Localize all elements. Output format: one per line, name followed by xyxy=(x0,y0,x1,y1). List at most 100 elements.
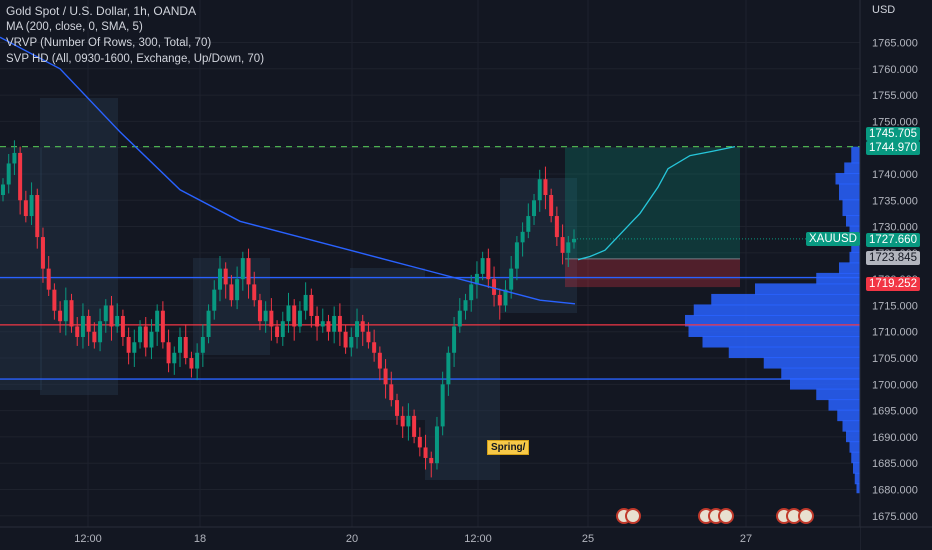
currency-label: USD xyxy=(872,4,896,16)
flag-icon[interactable] xyxy=(625,508,641,524)
volume-profile xyxy=(685,146,860,494)
price-tick-label: 1690.000 xyxy=(872,432,918,444)
candle-body xyxy=(189,358,194,369)
candle-body xyxy=(149,331,154,348)
stop-price-label: 1719.252 xyxy=(866,277,920,291)
candle-body xyxy=(217,268,222,290)
candle-body xyxy=(132,342,137,353)
candle-body xyxy=(86,315,91,332)
candle-body xyxy=(115,315,120,327)
candle-body xyxy=(160,310,165,343)
volume-profile-bar xyxy=(839,183,860,201)
symbol-title[interactable]: Gold Spot / U.S. Dollar, 1h, OANDA xyxy=(6,4,197,18)
volume-profile-bar xyxy=(849,251,860,264)
candle-body xyxy=(377,352,382,369)
candle-body xyxy=(309,294,314,316)
last-price-label: 1727.660 xyxy=(866,233,920,247)
volume-profile-bar xyxy=(853,462,860,474)
candle-body xyxy=(297,310,302,327)
candle-body xyxy=(349,336,354,348)
flag-icon[interactable] xyxy=(798,508,814,524)
candle-body xyxy=(6,163,11,185)
volume-profile-bar xyxy=(828,399,860,411)
volume-profile-bar xyxy=(728,346,860,359)
candle-body xyxy=(497,294,502,306)
indicator-ma[interactable]: MA (200, close, 0, SMA, 5) xyxy=(6,21,143,33)
candle-body xyxy=(394,400,399,416)
candle-body xyxy=(257,300,262,322)
volume-profile-bar xyxy=(851,451,860,464)
price-tick-label: 1705.000 xyxy=(872,353,918,365)
session-box xyxy=(350,268,425,420)
volume-profile-bar xyxy=(763,357,860,369)
horizontal-levels xyxy=(0,145,860,380)
candle-body xyxy=(492,279,497,295)
flag-icon[interactable] xyxy=(718,508,734,524)
price-axis-background xyxy=(860,0,932,550)
volume-profile-bar xyxy=(844,162,860,174)
time-tick-label: 12:00 xyxy=(74,533,102,545)
candle-body xyxy=(332,315,337,332)
long-position-tool xyxy=(565,147,740,288)
indicator-vrvp[interactable]: VRVP (Number Of Rows, 300, Total, 70) xyxy=(6,37,212,49)
candle-body xyxy=(58,310,63,322)
volume-profile-bar xyxy=(816,272,860,285)
candle-body xyxy=(280,321,285,337)
volume-profile-bar xyxy=(693,304,860,316)
candle-body xyxy=(52,289,57,311)
candle-body xyxy=(406,415,411,427)
candle-body xyxy=(446,352,451,385)
volume-profile-bar xyxy=(755,283,860,295)
candle-body xyxy=(69,300,74,327)
candle-body xyxy=(315,315,320,327)
price-tick-label: 1760.000 xyxy=(872,64,918,76)
candle-body xyxy=(103,305,108,322)
candle-body xyxy=(480,258,485,274)
candle-body xyxy=(440,384,445,427)
price-tick-label: 1715.000 xyxy=(872,300,918,312)
candle-body xyxy=(172,352,177,364)
candle-body xyxy=(1,184,5,196)
volume-profile-bar xyxy=(790,378,860,390)
time-tick-label: 20 xyxy=(346,533,358,545)
candle-body xyxy=(206,310,211,337)
candle-body xyxy=(412,415,417,437)
candle-body xyxy=(537,179,542,201)
candle-body xyxy=(12,152,17,164)
time-tick-label: 12:00 xyxy=(464,533,492,545)
ma200-line xyxy=(0,36,576,305)
candle-body xyxy=(509,268,514,290)
price-tick-label: 1755.000 xyxy=(872,90,918,102)
candle-body xyxy=(223,268,228,285)
volume-profile-bar xyxy=(851,241,860,253)
volume-profile-bar xyxy=(854,472,860,485)
spring-annotation[interactable]: Spring/ xyxy=(487,440,530,455)
candle-body xyxy=(383,368,388,385)
price-tick-label: 1730.000 xyxy=(872,222,918,234)
volume-profile-bar xyxy=(849,441,860,453)
session-box xyxy=(193,258,270,355)
event-icons xyxy=(616,508,826,526)
price-tick-label: 1710.000 xyxy=(872,327,918,339)
indicator-svp[interactable]: SVP HD (All, 0930-1600, Exchange, Up/Dow… xyxy=(6,53,265,65)
candle-body xyxy=(417,436,422,448)
volume-profile-bar xyxy=(711,293,860,306)
candle-body xyxy=(138,326,143,343)
candle-body xyxy=(343,331,348,348)
time-axis: 12:00 18 20 12:00 25 27 xyxy=(0,526,932,550)
candle-body xyxy=(543,179,548,196)
volume-profile-bar xyxy=(839,262,860,274)
candle-body xyxy=(63,300,68,322)
candle-body xyxy=(35,195,40,238)
candle-body xyxy=(355,321,360,337)
candle-body xyxy=(360,321,365,332)
candle-body xyxy=(240,258,245,280)
candle-body xyxy=(532,200,537,217)
target-price-label-upper: 1745.705 xyxy=(866,127,920,141)
candle-body xyxy=(18,152,23,201)
volume-profile-bar xyxy=(851,146,860,164)
candle-body xyxy=(566,242,571,253)
forecast-path xyxy=(577,145,736,261)
